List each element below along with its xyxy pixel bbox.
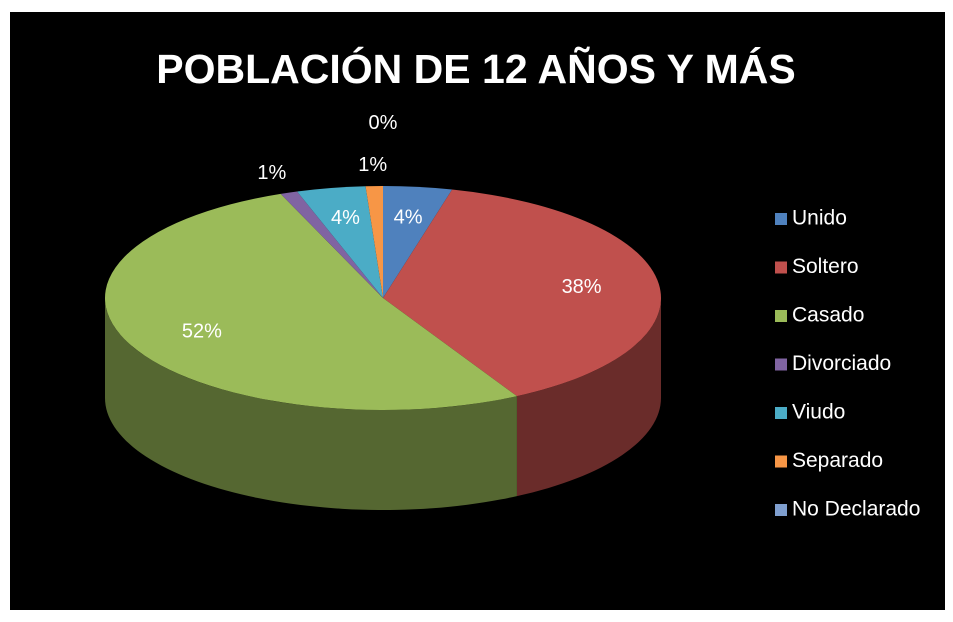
legend-swatch xyxy=(775,310,787,322)
slice xyxy=(365,186,383,298)
slice-side xyxy=(105,298,517,511)
slice xyxy=(383,186,453,298)
slice-side xyxy=(516,298,661,497)
data-label: 1% xyxy=(358,154,387,176)
legend-swatch xyxy=(775,213,787,225)
legend-label: Separado xyxy=(792,449,883,472)
data-label: 1% xyxy=(257,162,286,184)
legend-label: Casado xyxy=(792,304,864,327)
data-label: 38% xyxy=(562,276,602,298)
data-label: 4% xyxy=(394,206,423,228)
legend-swatch xyxy=(775,358,787,371)
legend-swatch xyxy=(775,261,787,274)
data-label: 52% xyxy=(182,321,222,343)
legend-swatch xyxy=(775,407,787,419)
slice xyxy=(280,191,383,298)
legend-label: Viudo xyxy=(792,401,845,424)
slice xyxy=(105,193,517,410)
slice xyxy=(297,186,383,298)
data-label: 0% xyxy=(369,112,398,134)
legend-label: Soltero xyxy=(792,255,859,278)
legend-label: Divorciado xyxy=(792,352,891,375)
legend-label: No Declarado xyxy=(792,498,920,521)
slice xyxy=(383,189,661,397)
chart-title: POBLACIÓN DE 12 AÑOS Y MÁS xyxy=(156,46,795,92)
legend-label: Unido xyxy=(792,207,847,230)
legend-swatch xyxy=(775,455,787,468)
data-label: 4% xyxy=(331,207,360,229)
legend-swatch xyxy=(775,504,787,516)
